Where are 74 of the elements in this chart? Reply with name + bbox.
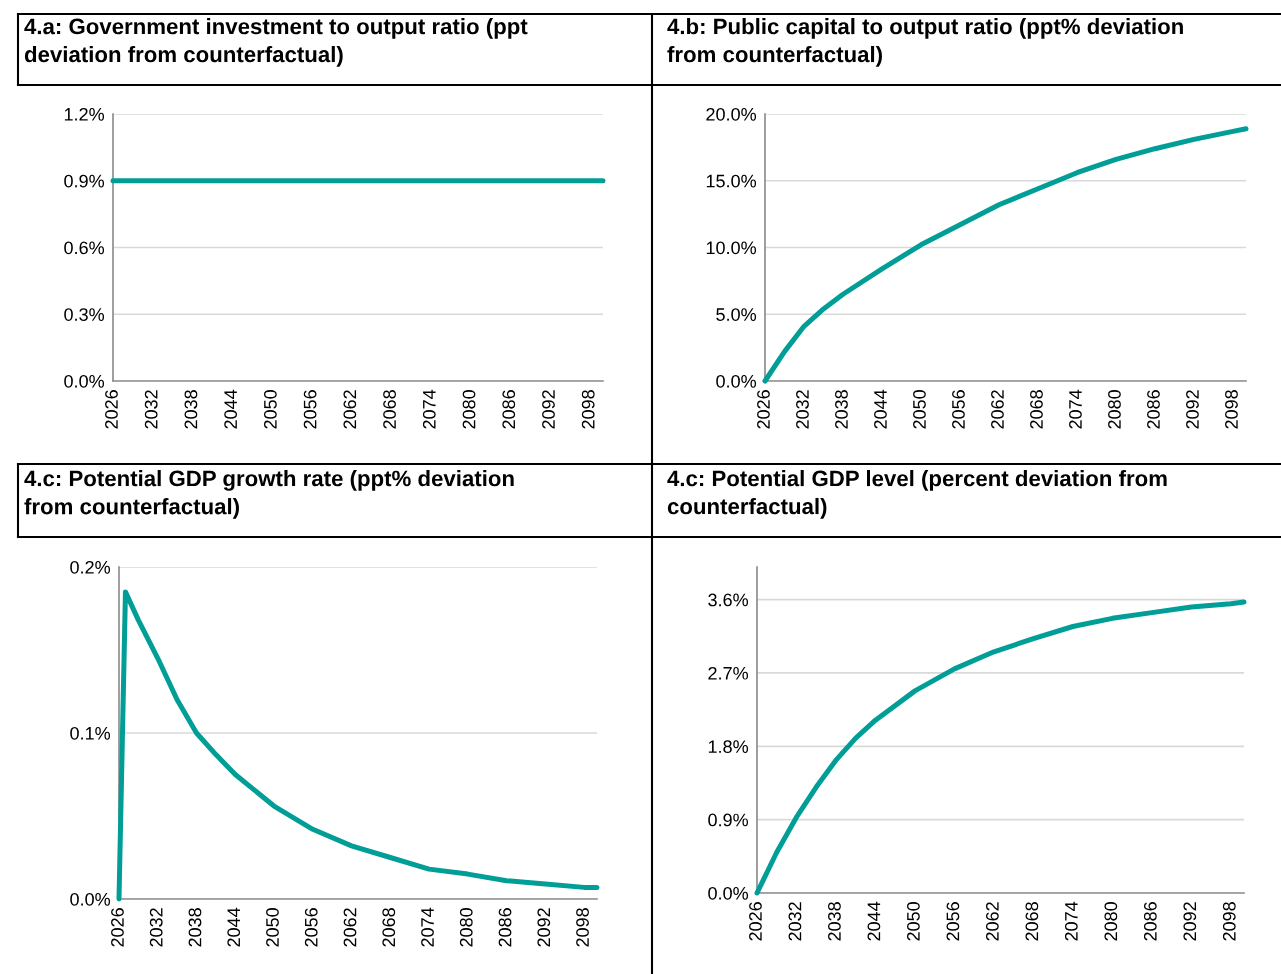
y-tick-label: 0.0%	[70, 892, 111, 906]
x-tick-label: 2098	[576, 908, 589, 947]
y-tick-label: 2.7%	[708, 666, 749, 680]
x-tick-label: 2038	[828, 902, 841, 941]
x-tick-label: 2062	[985, 902, 999, 941]
x-tick-label: 2062	[343, 908, 357, 947]
x-tick-label: 2098	[1225, 390, 1238, 429]
x-tick-label: 2068	[382, 908, 396, 947]
x-tick-label: 2056	[946, 902, 960, 941]
y-tick-label: 0.9%	[708, 813, 749, 827]
x-tick-label: 2050	[913, 390, 926, 429]
x-tick-label: 2026	[105, 390, 118, 429]
x-tick-label: 2038	[188, 908, 202, 947]
x-tick-label: 2038	[835, 390, 848, 429]
x-tick-label: 2050	[907, 902, 920, 941]
y-tick-label: 0.0%	[716, 374, 757, 388]
y-tick-label: 0.2%	[70, 560, 111, 574]
x-tick-label: 2050	[263, 390, 277, 429]
x-tick-label: 2098	[1222, 902, 1236, 941]
y-tick-label: 0.0%	[64, 374, 105, 388]
x-tick-label: 2092	[537, 908, 551, 947]
chart-title: 4.c: Potential GDP growth rate (ppt% deviation from counterfactual)	[24, 470, 514, 519]
x-tick-label: 2074	[422, 389, 436, 429]
y-tick-label: 1.8%	[708, 740, 749, 754]
x-tick-label: 2044	[224, 389, 238, 429]
y-tick-label: 10.0%	[706, 241, 757, 255]
x-tick-label: 2074	[1064, 901, 1078, 941]
y-tick-label: 0.1%	[70, 726, 111, 740]
y-tick-label: 3.6%	[708, 593, 749, 607]
x-tick-label: 2026	[749, 902, 762, 941]
y-tick-label: 0.0%	[708, 886, 749, 900]
x-tick-label: 2032	[144, 390, 158, 429]
y-tick-label: 1.2%	[64, 107, 105, 121]
x-tick-label: 2086	[1143, 902, 1157, 941]
x-tick-label: 2080	[459, 908, 473, 947]
chart-title: 4.a: Government investment to output ratio (ppt deviation from counterfactual)	[24, 18, 528, 67]
x-tick-label: 2086	[498, 908, 512, 947]
x-tick-label: 2056	[303, 390, 317, 429]
x-tick-label: 2056	[304, 908, 318, 947]
x-tick-label: 2044	[227, 907, 241, 947]
x-tick-label: 2068	[1030, 390, 1043, 429]
y-tick-label: 20.0%	[706, 107, 757, 121]
x-tick-label: 2044	[867, 901, 881, 941]
chart-title: 4.c: Potential GDP level (percent deviation from counterfactual)	[667, 470, 1167, 519]
x-tick-label: 2026	[111, 908, 124, 947]
x-tick-label: 2074	[1069, 389, 1082, 429]
x-tick-label: 2068	[383, 390, 396, 429]
x-tick-label: 2092	[1186, 390, 1199, 429]
x-tick-label: 2080	[462, 390, 476, 429]
x-tick-label: 2074	[421, 907, 434, 947]
x-tick-label: 2092	[1183, 902, 1197, 941]
x-tick-label: 2080	[1108, 390, 1121, 429]
x-tick-label: 2086	[502, 390, 516, 429]
x-tick-label: 2056	[952, 390, 965, 429]
x-tick-label: 2044	[874, 389, 887, 429]
y-tick-label: 15.0%	[706, 174, 757, 188]
x-tick-label: 2086	[1147, 390, 1160, 429]
x-tick-label: 2062	[991, 390, 1004, 429]
y-tick-label: 0.6%	[64, 241, 105, 255]
y-tick-label: 0.3%	[64, 308, 105, 321]
x-tick-label: 2092	[542, 390, 555, 429]
x-tick-label: 2062	[343, 390, 357, 429]
y-tick-label: 5.0%	[716, 308, 757, 321]
x-tick-label: 2038	[184, 390, 198, 429]
x-tick-label: 2032	[149, 908, 163, 947]
x-tick-label: 2026	[757, 390, 770, 429]
x-tick-label: 2098	[581, 390, 595, 429]
x-tick-label: 2068	[1025, 902, 1039, 941]
x-tick-label: 2032	[788, 902, 802, 941]
x-tick-label: 2080	[1104, 902, 1118, 941]
x-tick-label: 2050	[266, 908, 279, 947]
y-tick-label: 0.9%	[64, 174, 105, 188]
x-tick-label: 2032	[796, 390, 809, 429]
chart-title: 4.b: Public capital to output ratio (ppt% deviation from counterfactual)	[667, 18, 1183, 67]
